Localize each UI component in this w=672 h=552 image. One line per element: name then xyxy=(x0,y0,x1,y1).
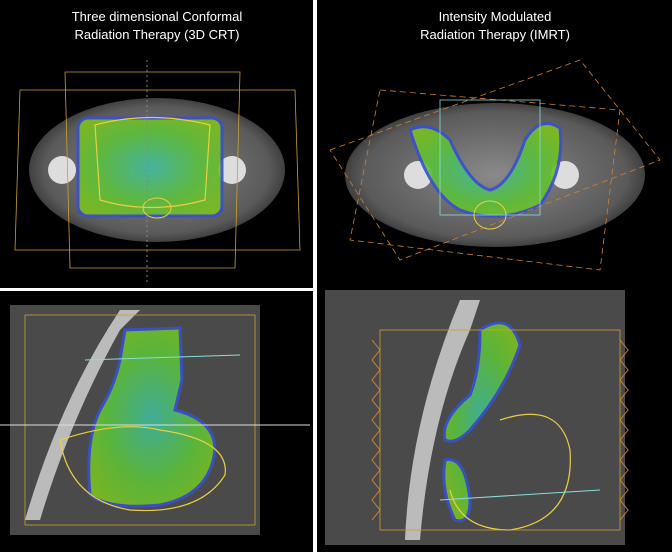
beam xyxy=(439,99,541,216)
panel-title: Radiation Therapy (3D CRT) xyxy=(75,27,240,42)
panel-title: Three dimensional Conformal xyxy=(72,9,243,24)
beam-line xyxy=(439,489,601,501)
panel-title: Intensity Modulated xyxy=(439,9,552,24)
divider xyxy=(0,288,313,291)
dose-region xyxy=(87,326,217,508)
bone xyxy=(405,300,480,540)
beam xyxy=(379,329,621,531)
bone xyxy=(25,310,140,520)
bone xyxy=(48,156,76,184)
beam xyxy=(329,59,661,261)
ct-sagittal-imrt xyxy=(325,290,629,545)
beam xyxy=(24,314,256,526)
beam-line xyxy=(84,354,241,361)
beam xyxy=(64,71,241,269)
body xyxy=(345,103,645,247)
panel-title: Radiation Therapy (IMRT) xyxy=(420,27,570,42)
divider xyxy=(313,0,317,552)
dose-region xyxy=(408,122,563,218)
ct-axial-3dcrt xyxy=(14,60,301,285)
beam xyxy=(14,89,301,251)
contour xyxy=(142,197,172,219)
ct-axial-imrt xyxy=(329,59,661,271)
contour xyxy=(449,413,571,531)
contour xyxy=(94,116,211,209)
ct-sagittal-3dcrt xyxy=(0,305,310,535)
beam xyxy=(619,339,629,521)
bone xyxy=(218,156,246,184)
contour xyxy=(59,426,226,512)
